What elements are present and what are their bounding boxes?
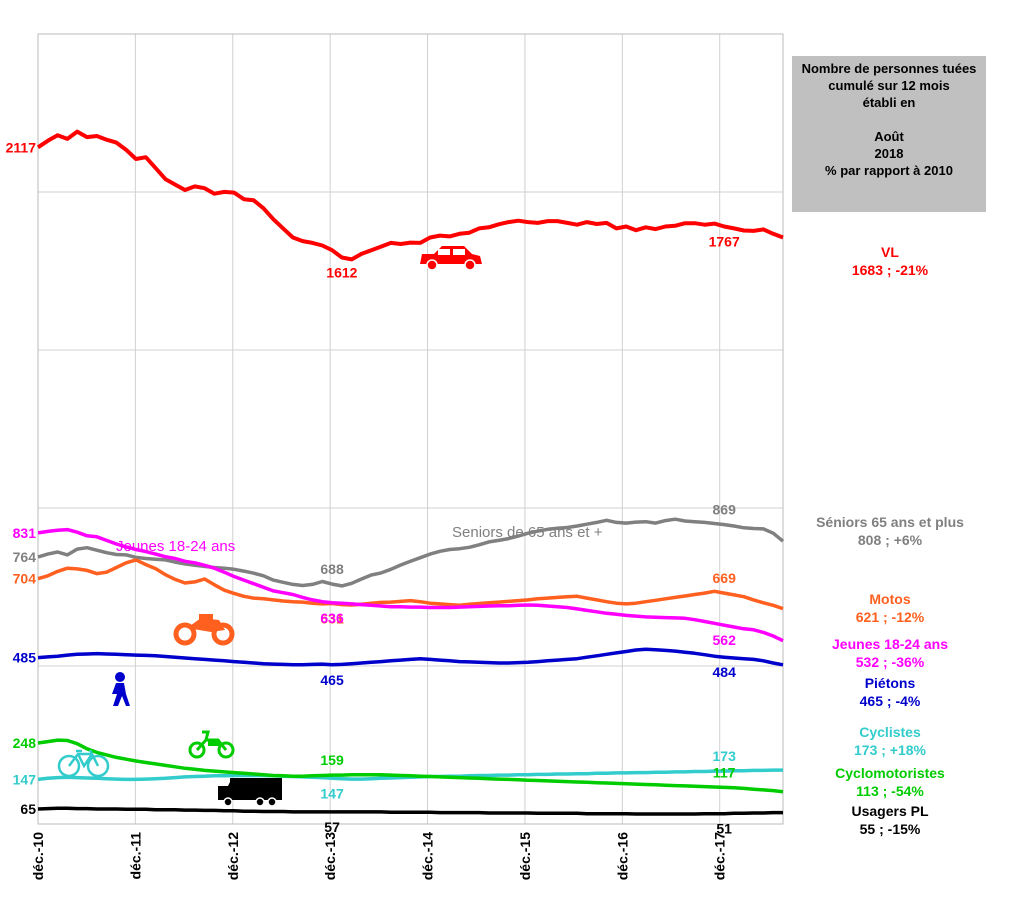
legend-value: 173 ; +18%: [854, 742, 926, 758]
legend-title: Motos: [869, 591, 911, 607]
legend-seniors: Séniors 65 ans et plus 808 ; +6%: [790, 513, 990, 549]
car-icon: [420, 246, 482, 271]
data-label: 562: [713, 632, 737, 648]
x-axis: déc.-10 déc.-11 déc.-12 déc.-13 déc.-14 déc.-…: [30, 832, 728, 880]
legend-value: 532 ; -36%: [855, 654, 925, 670]
legend-value: 55 ; -15%: [859, 821, 921, 837]
gridlines: [37, 34, 783, 824]
info-line: 2018: [874, 146, 904, 161]
data-label: 869: [713, 502, 737, 518]
annotation-jeunes: Jeunes 18-24 ans: [116, 538, 235, 555]
motorcycle-icon: [173, 614, 235, 646]
series-line-motos: [37, 558, 784, 611]
data-label: 159: [320, 752, 344, 768]
info-line: établi en: [862, 95, 916, 110]
bicycle-icon: [57, 749, 110, 778]
data-label: 831: [13, 525, 37, 541]
series-line-seniors-65-ans-et-plus: [37, 517, 785, 588]
data-label: 57: [324, 819, 340, 835]
data-label: 1612: [326, 265, 357, 281]
legend-value: 621 ; -12%: [855, 609, 925, 625]
data-label: 485: [13, 650, 37, 666]
legend-title: Cyclistes: [859, 724, 921, 740]
x-tick-label: déc.-17: [712, 832, 728, 880]
legend-title: VL: [881, 244, 899, 260]
series-line-usagers-pl: [37, 806, 783, 816]
legend-title: Piétons: [864, 675, 916, 691]
legend-motos: Motos 621 ; -12%: [790, 590, 990, 626]
data-label: 688: [320, 561, 344, 577]
legend-pietons: Piétons 465 ; -4%: [790, 674, 990, 710]
legend-cyclistes: Cyclistes 173 ; +18%: [790, 723, 990, 759]
data-label: 764: [13, 549, 37, 565]
legend-jeunes: Jeunes 18-24 ans 532 ; -36%: [790, 635, 990, 671]
data-label: 636: [320, 610, 344, 626]
data-label: 173: [713, 748, 737, 764]
legend-value: 1683 ; -21%: [851, 262, 929, 278]
data-label: 1767: [709, 234, 740, 250]
data-label: 669: [713, 570, 737, 586]
legend-value: 808 ; +6%: [857, 532, 923, 548]
moped-icon: [188, 730, 235, 759]
legend-title: Jeunes 18-24 ans: [832, 636, 948, 652]
data-labels: 2117 1612 1767 688 869 764 704 631 669 831 636 562 4…: [6, 139, 740, 836]
data-label: 51: [716, 821, 732, 837]
annotation-seniors: Seniors de 65 ans et +: [452, 524, 603, 541]
x-tick-label: déc.-12: [225, 832, 241, 880]
series-line-cyclomotoristes: [37, 738, 784, 794]
legend-value: 113 ; -54%: [856, 783, 924, 799]
series-group: [36, 129, 785, 816]
info-spacer: [792, 111, 986, 128]
legend-title: Usagers PL: [851, 803, 929, 819]
x-tick-label: déc.-13: [322, 832, 338, 880]
legend-title: Cyclomotoristes: [835, 765, 945, 781]
info-line: % par rapport à 2010: [825, 163, 953, 178]
data-label: 147: [13, 771, 37, 787]
x-tick-label: déc.-11: [127, 832, 143, 880]
info-box: Nombre de personnes tuées cumulé sur 12 …: [792, 56, 986, 212]
x-tick-label: déc.-16: [614, 832, 630, 880]
data-label: 147: [320, 785, 344, 801]
pedestrian-icon: [112, 672, 130, 706]
legend-usagers-pl: Usagers PL 55 ; -15%: [790, 802, 990, 838]
legend-title: Séniors 65 ans et plus: [816, 514, 964, 530]
info-line: Août: [874, 129, 904, 144]
legend-vl: VL 1683 ; -21%: [790, 243, 990, 279]
data-label: 117: [713, 764, 736, 780]
data-label: 65: [20, 801, 36, 817]
data-label: 484: [713, 664, 737, 680]
series-line-pietons: [37, 647, 784, 667]
legend-cyclomotoristes: Cyclomotoristes 113 ; -54%: [790, 764, 990, 800]
data-label: 465: [320, 672, 344, 688]
plot-frame: [37, 33, 784, 825]
x-tick-label: déc.-15: [517, 832, 533, 880]
series-line-jeunes-18-24-ans: [37, 527, 784, 643]
info-line: cumulé sur 12 mois: [828, 78, 950, 93]
legend-value: 465 ; -4%: [859, 693, 921, 709]
x-tick-label: déc.-14: [420, 832, 436, 880]
x-tick-label: déc.-10: [30, 832, 46, 880]
data-label: 2117: [6, 139, 37, 155]
series-line-vl: [36, 129, 784, 262]
data-label: 704: [13, 571, 37, 587]
info-line: Nombre de personnes tuées: [801, 61, 977, 76]
truck-icon: [218, 778, 282, 807]
data-label: 631: [320, 611, 344, 627]
data-label: 248: [13, 735, 37, 751]
